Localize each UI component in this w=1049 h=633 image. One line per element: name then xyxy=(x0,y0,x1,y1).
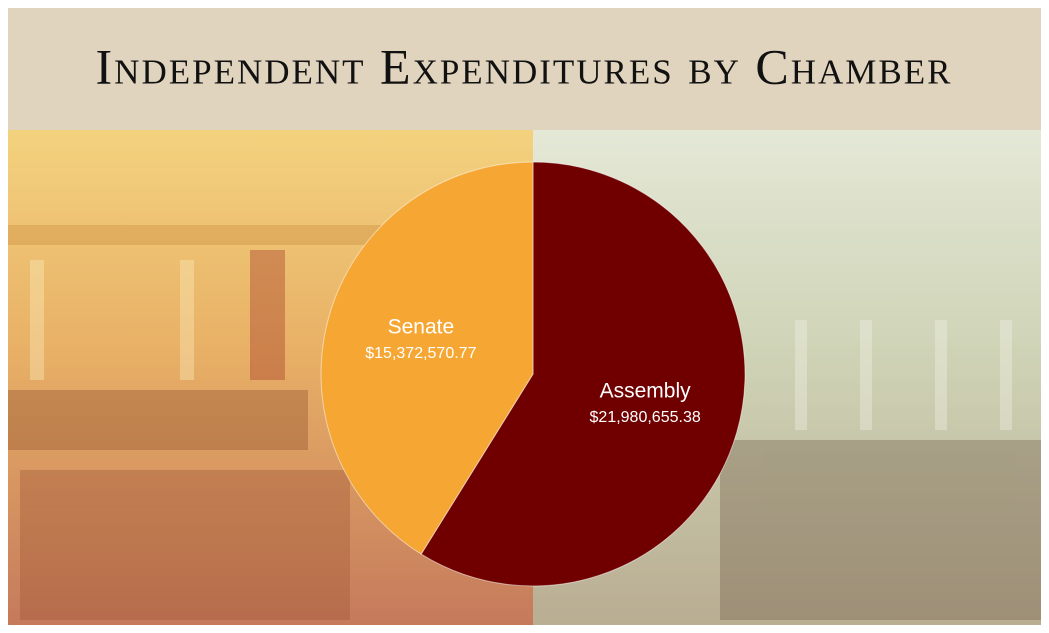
slice-value-label: $21,980,655.38 xyxy=(590,409,701,426)
background-detail xyxy=(8,225,1041,620)
slice-value-label: $15,372,570.77 xyxy=(365,345,476,362)
pie-slice xyxy=(420,161,746,587)
slice-label: Senate xyxy=(388,316,455,339)
chart-title: Independent Expenditures by Chamber xyxy=(96,38,953,94)
title-band xyxy=(8,8,1041,130)
pie-slice xyxy=(320,161,534,555)
slice-label: Assembly xyxy=(600,380,692,403)
